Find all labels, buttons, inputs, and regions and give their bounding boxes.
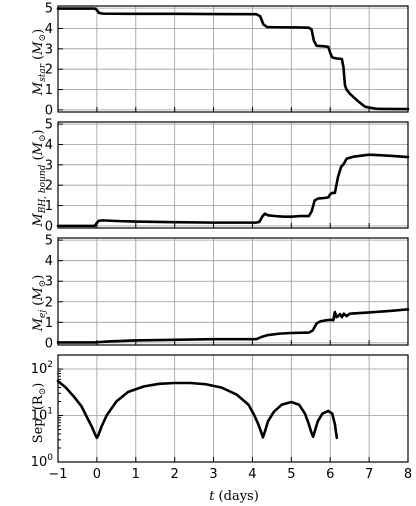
panel-3: 0 1 2 3 4 5: [45, 234, 410, 351]
ytick-label: 101: [31, 406, 53, 423]
ytick-label: 2: [45, 295, 53, 310]
series-line-1: [56, 7, 410, 111]
ytick-label: 4: [45, 254, 53, 269]
ytick-label: 0: [45, 103, 53, 118]
series-line-3: [56, 308, 410, 344]
ylabel-sep: Sep. (R⊙): [31, 383, 48, 444]
xtick-label: 8: [404, 467, 412, 482]
xtick-label: −1: [48, 467, 67, 482]
ytick-label: 5: [45, 234, 53, 249]
ytick-label: 2: [45, 63, 53, 78]
axes-frame: [57, 121, 409, 229]
ytick-label: 5: [45, 118, 53, 133]
ytick-label: 5: [45, 2, 53, 17]
ytick-label: 3: [45, 42, 53, 57]
axes-frame: [57, 237, 409, 346]
xtick-label: 5: [287, 467, 295, 482]
axes-frame: [57, 5, 409, 113]
panel-1: 0 1 2 3 4 5: [45, 2, 410, 118]
ytick-label: 102: [31, 360, 53, 377]
ytick-label: 0: [45, 219, 53, 234]
ytick-label: 3: [45, 275, 53, 290]
ytick-label: 0: [45, 336, 53, 351]
xtick-label: 2: [171, 467, 179, 482]
ytick-label: 4: [45, 138, 53, 153]
xtick-label: 6: [326, 467, 334, 482]
ytick-label: 1: [45, 199, 53, 214]
ytick-label: 3: [45, 158, 53, 173]
series-line-4: [56, 379, 339, 440]
xtick-label: 1: [132, 467, 140, 482]
axes-frame: [57, 354, 409, 463]
ytick-label: 2: [45, 179, 53, 194]
xlabel: t (days): [209, 489, 259, 504]
ytick-label: 4: [45, 22, 53, 37]
xtick-label: 0: [93, 467, 101, 482]
ytick-label: 1: [45, 83, 53, 98]
series-line-2: [56, 153, 410, 228]
ytick-label: 1: [45, 316, 53, 331]
xtick-label: 3: [209, 467, 217, 482]
xtick-label: 4: [248, 467, 256, 482]
panel-2: 0 1 2 3 4 5: [45, 118, 410, 234]
xtick-label: 7: [365, 467, 373, 482]
